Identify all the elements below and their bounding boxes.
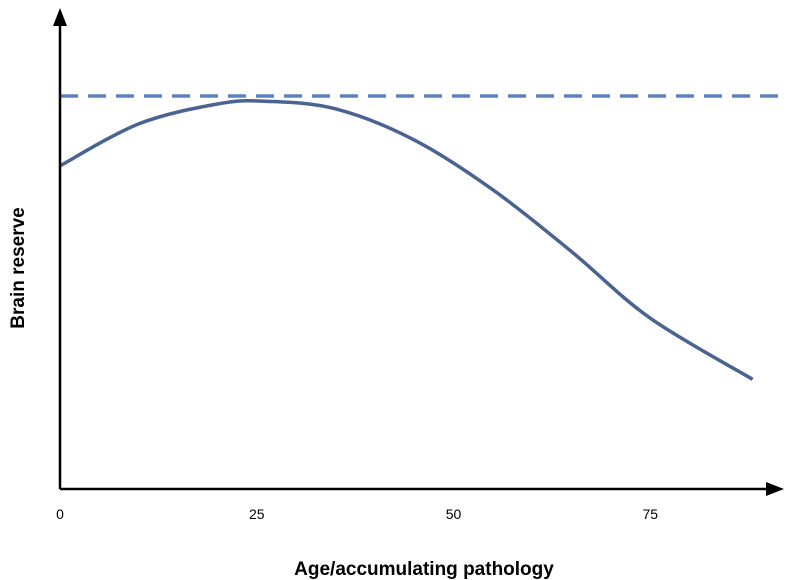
x-tick-label: 75: [642, 506, 658, 522]
y-axis-title: Brain reserve: [8, 207, 29, 328]
x-tick-label: 50: [446, 506, 462, 522]
plot-area: [59, 94, 784, 381]
y-axis-arrow-icon: [53, 8, 67, 26]
x-axis-arrow-icon: [766, 482, 784, 496]
series-line-0: [59, 98, 754, 381]
x-tick-label: 0: [56, 506, 64, 522]
x-tick-label: 25: [249, 506, 265, 522]
x-axis-title: Age/accumulating pathology: [294, 559, 554, 580]
x-tick-labels: 0 25 50 75: [56, 506, 658, 522]
